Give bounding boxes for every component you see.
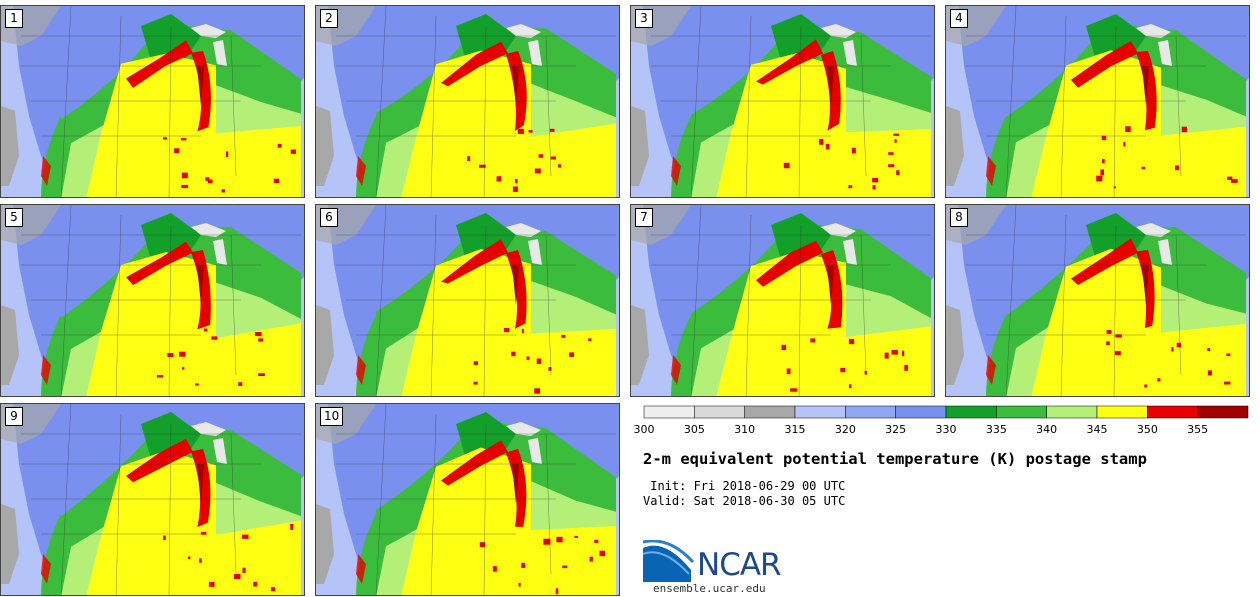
- colorbar-segment: [744, 405, 796, 419]
- map-panel-2: 2: [315, 5, 620, 198]
- map-panel-10: 10: [315, 403, 620, 596]
- colorbar-segment: [1197, 405, 1249, 419]
- colorbar-tick-label: 300: [633, 423, 655, 436]
- map-panel-7: 7: [630, 204, 935, 397]
- map-plot: [631, 205, 934, 396]
- colorbar-ticks: 300 305 310 315 320 325 330 335 340 345 350 355: [634, 423, 1247, 439]
- panel-number-label: 9: [5, 407, 23, 426]
- colorbar-tick-label: 350: [1136, 423, 1158, 436]
- colorbar-segment: [694, 405, 745, 419]
- ncar-logo: [643, 540, 695, 582]
- colorbar-tick-label: 315: [784, 423, 806, 436]
- map-panel-8: 8: [945, 204, 1250, 397]
- colorbar-tick-label: 340: [1036, 423, 1058, 436]
- colorbar-tick-label: 305: [683, 423, 705, 436]
- colorbar-segment: [1147, 405, 1198, 419]
- map-panel-9: 9: [0, 403, 305, 596]
- colorbar-tick-label: 345: [1086, 423, 1108, 436]
- map-panel-6: 6: [315, 204, 620, 397]
- map-plot: [1, 404, 304, 595]
- map-plot: [631, 6, 934, 197]
- site-url: ensemble.ucar.edu: [653, 582, 766, 595]
- colorbar-segment: [895, 405, 947, 419]
- map-plot: [316, 404, 619, 595]
- colorbar-segment: [794, 405, 846, 419]
- colorbar-segment: [945, 405, 997, 419]
- colorbar-segment: [643, 405, 695, 419]
- colorbar-segment: [996, 405, 1047, 419]
- valid-time: Valid: Sat 2018-06-30 05 UTC: [643, 494, 846, 508]
- panel-number-label: 5: [5, 208, 23, 227]
- chart-title: 2-m equivalent potential temperature (K)…: [643, 450, 1147, 468]
- panel-number-label: 1: [5, 9, 23, 28]
- ncar-logo-text: NCAR: [697, 547, 782, 583]
- panel-number-label: 3: [635, 9, 653, 28]
- map-plot: [1, 205, 304, 396]
- map-plot: [946, 205, 1249, 396]
- map-panel-1: 1: [0, 5, 305, 198]
- map-panel-3: 3: [630, 5, 935, 198]
- panel-number-label: 10: [320, 407, 344, 426]
- colorbar-tick-label: 320: [834, 423, 856, 436]
- colorbar: [643, 405, 1249, 419]
- map-plot: [316, 205, 619, 396]
- colorbar-tick-label: 325: [885, 423, 907, 436]
- panel-number-label: 7: [635, 208, 653, 227]
- colorbar-tick-label: 335: [985, 423, 1007, 436]
- map-panel-4: 4: [945, 5, 1250, 198]
- panel-number-label: 8: [950, 208, 968, 227]
- map-panel-5: 5: [0, 204, 305, 397]
- panel-number-label: 6: [320, 208, 338, 227]
- colorbar-tick-label: 330: [935, 423, 957, 436]
- map-plot: [946, 6, 1249, 197]
- colorbar-segment: [845, 405, 896, 419]
- map-plot: [316, 6, 619, 197]
- colorbar-tick-label: 310: [734, 423, 756, 436]
- panel-number-label: 4: [950, 9, 968, 28]
- colorbar-tick-label: 355: [1187, 423, 1209, 436]
- init-time: Init: Fri 2018-06-29 00 UTC: [643, 479, 846, 493]
- colorbar-segment: [1096, 405, 1148, 419]
- panel-number-label: 2: [320, 9, 338, 28]
- map-plot: [1, 6, 304, 197]
- colorbar-segment: [1046, 405, 1098, 419]
